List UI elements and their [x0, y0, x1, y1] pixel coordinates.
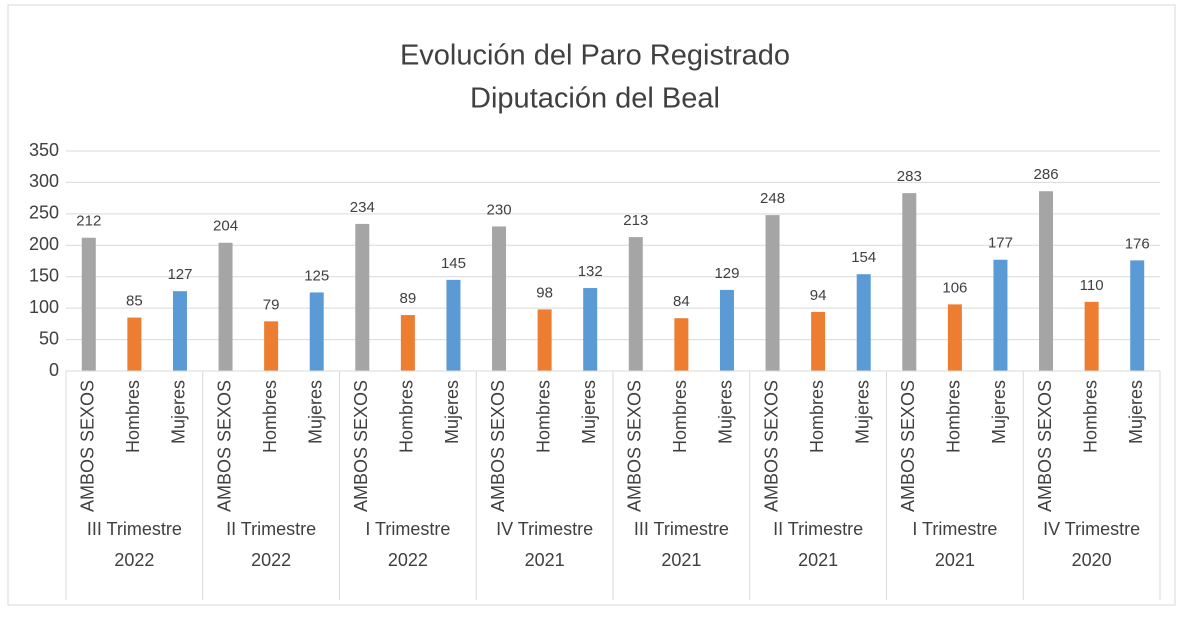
y-tick-label: 50	[39, 328, 59, 348]
data-label: 127	[167, 266, 192, 283]
group-label: IV Trimestre 2020	[1043, 519, 1140, 570]
bar	[172, 291, 187, 371]
bar	[583, 288, 598, 371]
bar	[400, 315, 415, 371]
bar	[765, 215, 780, 371]
bar	[81, 237, 96, 371]
x-tick-label: AMBOS SEXOS	[214, 380, 234, 512]
x-tick-label: AMBOS SEXOS	[78, 380, 98, 512]
data-label: 176	[1125, 235, 1150, 252]
data-label: 110	[1080, 277, 1104, 294]
x-tick-label: Hombres	[944, 380, 964, 453]
x-tick-label: AMBOS SEXOS	[488, 380, 508, 512]
x-tick-label: Mujeres	[442, 380, 462, 444]
x-tick-label: Mujeres	[579, 380, 599, 444]
bar	[446, 279, 461, 371]
data-label: 212	[76, 213, 101, 230]
x-tick-label: AMBOS SEXOS	[625, 380, 645, 512]
bar	[719, 289, 734, 371]
bar	[1130, 260, 1145, 371]
data-label: 129	[714, 265, 739, 282]
data-label: 204	[213, 218, 238, 235]
x-tick-label: Hombres	[807, 380, 827, 453]
x-tick-label: AMBOS SEXOS	[761, 380, 781, 512]
data-label: 132	[578, 263, 603, 280]
x-tick-label: Hombres	[533, 380, 553, 453]
group-label: I Trimestre 2022	[365, 519, 450, 570]
data-label: 89	[400, 290, 417, 307]
y-tick-label: 300	[29, 171, 59, 191]
data-label: 286	[1034, 166, 1059, 183]
data-label: 283	[897, 168, 922, 185]
bar	[1084, 301, 1099, 371]
x-tick-label: Mujeres	[169, 380, 189, 444]
bar	[993, 259, 1008, 371]
chart-title: Evolución del Paro Registrado	[400, 40, 790, 72]
y-tick-label: 250	[29, 203, 59, 223]
data-label: 98	[536, 284, 553, 301]
bar	[218, 242, 233, 371]
data-label: 248	[760, 190, 785, 207]
group-label: III Trimestre 2021	[634, 519, 729, 570]
x-tick-label: Hombres	[670, 380, 690, 453]
data-label: 106	[942, 279, 967, 296]
y-tick-label: 150	[29, 265, 59, 285]
bar	[355, 223, 370, 371]
bar	[856, 274, 871, 371]
x-tick-label: Hombres	[1080, 380, 1100, 453]
x-tick-label: Hombres	[397, 380, 417, 453]
bar	[628, 237, 643, 371]
data-label: 213	[623, 212, 648, 229]
x-tick-label: AMBOS SEXOS	[351, 380, 371, 512]
x-tick-label: Mujeres	[852, 380, 872, 444]
y-tick-label: 100	[29, 297, 59, 317]
group-label: III Trimestre 2022	[87, 519, 182, 570]
x-tick-label: Mujeres	[716, 380, 736, 444]
chart-subtitle: Diputación del Beal	[470, 83, 720, 115]
x-tick-label: AMBOS SEXOS	[1035, 380, 1055, 512]
data-label: 154	[851, 249, 876, 266]
x-tick-label: AMBOS SEXOS	[898, 380, 918, 512]
x-tick-label: Hombres	[123, 380, 143, 453]
y-tick-label: 350	[29, 140, 59, 160]
data-label: 177	[988, 235, 1013, 252]
bar	[537, 309, 552, 371]
bar	[1039, 191, 1054, 371]
x-tick-label: Hombres	[260, 380, 280, 453]
group-label: II Trimestre 2022	[226, 519, 316, 570]
bar	[947, 304, 962, 371]
y-tick-label: 0	[49, 360, 59, 380]
bar	[309, 292, 324, 371]
data-label: 85	[126, 293, 143, 310]
x-tick-label: Mujeres	[1126, 380, 1146, 444]
group-label: II Trimestre 2021	[773, 519, 863, 570]
data-label: 125	[304, 267, 329, 284]
bar	[127, 317, 142, 371]
data-label: 84	[673, 293, 690, 310]
data-label: 234	[350, 199, 375, 216]
data-label: 94	[810, 287, 827, 304]
bar	[674, 318, 689, 371]
bar	[902, 193, 917, 371]
bar	[811, 311, 826, 371]
group-label: IV Trimestre 2021	[496, 519, 593, 570]
data-label: 79	[263, 296, 280, 313]
x-tick-label: Mujeres	[305, 380, 325, 444]
bar	[264, 321, 279, 371]
x-tick-label: Mujeres	[989, 380, 1009, 444]
data-label: 145	[441, 255, 466, 272]
bar	[492, 226, 507, 371]
data-label: 230	[487, 201, 512, 218]
group-label: I Trimestre 2021	[912, 519, 997, 570]
y-tick-label: 200	[29, 234, 59, 254]
